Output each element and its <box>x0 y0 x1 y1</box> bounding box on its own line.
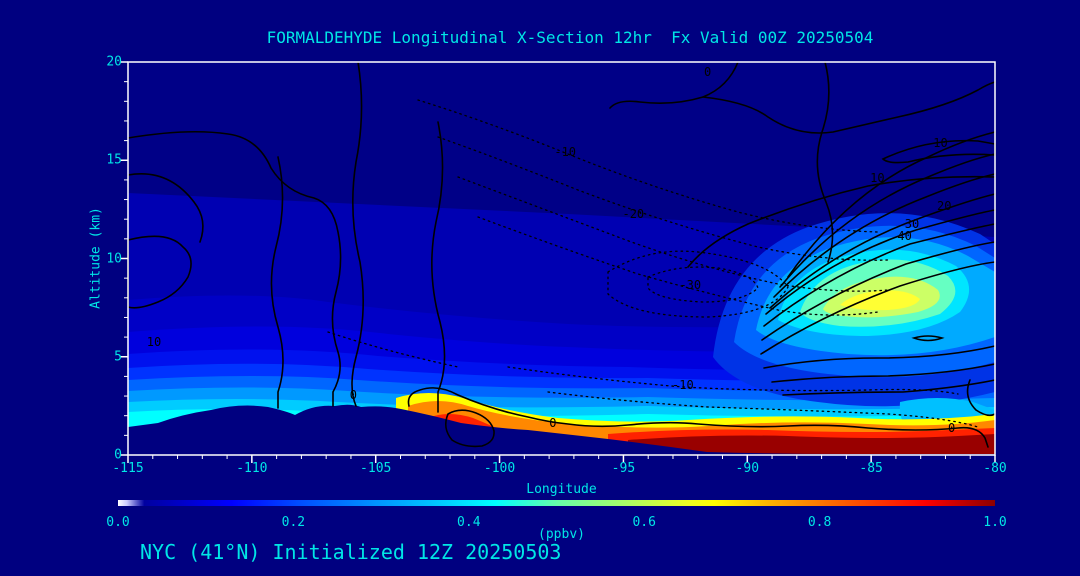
axis-ticks <box>120 61 996 463</box>
terrain-mask <box>128 404 995 455</box>
dotted-contour-lines <box>327 99 979 428</box>
x-tick-label: -90 <box>735 461 760 476</box>
y-tick-label: 20 <box>106 54 122 70</box>
colorbar-tick-label: 0.2 <box>281 515 306 530</box>
contour-value-label: 10 <box>870 170 885 185</box>
x-tick-label: -95 <box>611 461 636 476</box>
cross-section-plot <box>120 61 996 463</box>
contour-value-label: 40 <box>897 228 912 243</box>
contour-value-label: -10 <box>672 378 694 393</box>
solid-contour-lines <box>127 61 996 448</box>
colorbar <box>118 500 995 506</box>
colorbar-unit-label: (ppbv) <box>538 527 585 542</box>
x-tick-label: -115 <box>112 461 144 476</box>
y-tick-label: 10 <box>106 251 122 266</box>
contour-value-label: -10 <box>554 145 577 160</box>
x-tick-label: -100 <box>483 461 516 476</box>
y-axis-label: Altitude (km) <box>88 207 104 309</box>
contour-value-label: 0 <box>948 421 956 436</box>
contour-value-label: 0 <box>549 415 557 430</box>
x-tick-label: -80 <box>983 461 1007 476</box>
filled-contour-field <box>128 62 995 455</box>
contour-value-label: -30 <box>679 278 702 293</box>
contour-value-label: 10 <box>146 335 162 349</box>
x-tick-label: -85 <box>859 461 883 476</box>
y-tick-label: 5 <box>114 349 122 365</box>
colorbar-tick-label: 0.6 <box>632 515 656 530</box>
page-title: FORMALDEHYDE Longitudinal X-Section 12hr… <box>266 28 874 47</box>
x-axis-label: Longitude <box>526 482 597 497</box>
x-tick-label: -105 <box>360 461 392 476</box>
y-tick-label: 15 <box>106 152 122 168</box>
colorbar-tick-label: 1.0 <box>983 515 1007 530</box>
colorbar-tick-label: 0.0 <box>106 515 130 530</box>
y-tick-label: 0 <box>114 447 122 463</box>
contour-value-label: 10 <box>933 135 948 150</box>
footer-annotation: NYC (41°N) Initialized 12Z 20250503 <box>140 540 562 564</box>
contour-value-label: 30 <box>904 217 920 232</box>
contour-value-label: 0 <box>349 388 358 403</box>
contour-value-label: 20 <box>936 199 952 214</box>
colorbar-tick-label: 0.4 <box>457 515 481 530</box>
colorbar-tick-label: 0.8 <box>807 515 832 530</box>
contour-value-label: -20 <box>622 207 645 222</box>
x-tick-label: -110 <box>236 461 268 476</box>
contour-value-label: 0 <box>704 64 712 79</box>
